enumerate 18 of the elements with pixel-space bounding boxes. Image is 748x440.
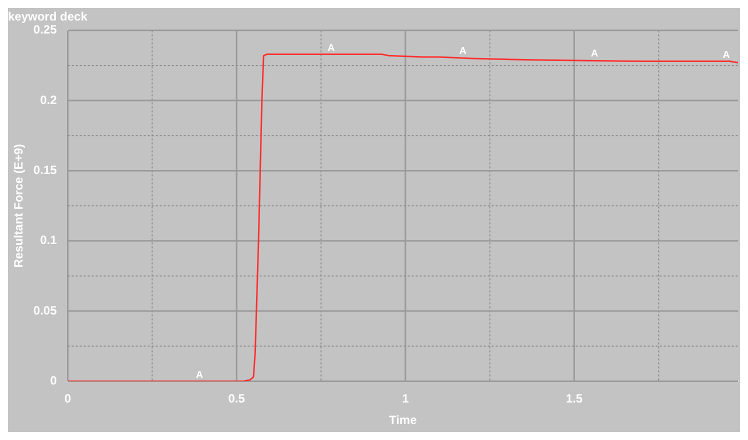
- x-tick-label: 0.5: [228, 392, 246, 406]
- annotation: A: [590, 48, 598, 60]
- x-tick-label: 0: [64, 392, 72, 406]
- chart-title: keyword deck: [8, 10, 88, 24]
- annotation: A: [722, 50, 730, 62]
- y-tick-label: 0.05: [33, 303, 58, 318]
- y-tick-label: 0: [50, 374, 58, 388]
- annotation: A: [459, 46, 466, 57]
- x-axis-title: Time: [388, 413, 418, 428]
- y-tick-label: 0.2: [40, 92, 58, 107]
- x-tick-label: 1: [402, 392, 410, 406]
- annotation: A: [196, 370, 204, 381]
- y-axis-title: Resultant Force (E+9): [12, 144, 26, 268]
- y-tick-label: 0.25: [33, 22, 58, 37]
- y-tick-label: 0.15: [33, 163, 58, 178]
- x-tick-label: 1.5: [566, 392, 583, 406]
- annotation: A: [328, 43, 335, 54]
- y-tick-label: 0.1: [40, 233, 58, 248]
